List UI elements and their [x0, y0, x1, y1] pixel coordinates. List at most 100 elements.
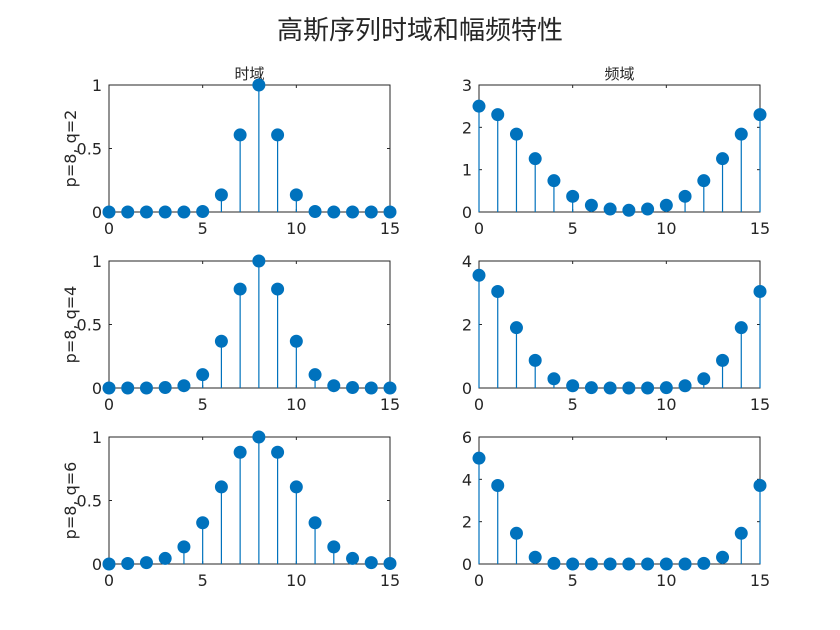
stem-marker: [102, 205, 116, 219]
stem-marker: [196, 368, 210, 382]
stem-marker: [327, 379, 341, 393]
stem-marker: [233, 128, 247, 142]
stem-marker: [139, 556, 153, 570]
stem-marker: [491, 108, 505, 122]
figure-title: 高斯序列时域和幅频特性: [276, 16, 563, 46]
stem-marker: [289, 480, 303, 494]
stem-marker: [289, 334, 303, 348]
stem-marker: [214, 480, 228, 494]
stem-marker: [622, 557, 636, 571]
x-tick-label: 10: [656, 571, 676, 590]
stem-marker: [214, 188, 228, 202]
x-tick-label: 5: [198, 571, 208, 590]
stem-marker: [252, 254, 266, 268]
x-tick-label: 10: [286, 571, 306, 590]
stem-marker: [641, 381, 655, 395]
subplot-3: 0 5 10 15 0 0.5 1 p=8, q=4: [61, 252, 400, 414]
stem-marker: [641, 557, 655, 571]
stem-marker: [177, 540, 191, 554]
x-tick-label: 5: [198, 395, 208, 414]
y-tick-label: 0: [92, 379, 102, 398]
axes-box: [108, 260, 391, 389]
y-axis-label: p=8, q=2: [61, 110, 80, 188]
stem-marker: [603, 557, 617, 571]
stem-marker: [252, 78, 266, 92]
stem-marker: [753, 284, 767, 298]
stem-marker: [383, 205, 397, 219]
stem-marker: [603, 381, 617, 395]
subplot-1: 0 5 10 15 0 0.5 1 时域 p=8, q=2: [61, 65, 400, 238]
stem-marker: [327, 540, 341, 554]
x-tick-label: 15: [380, 219, 400, 238]
subplot-6: 0 5 10 15 0 2 4 6: [462, 428, 770, 590]
stem-marker: [308, 204, 322, 218]
stem-marker: [734, 526, 748, 540]
stem-marker: [697, 372, 711, 386]
stem-marker: [753, 478, 767, 492]
x-tick-label: 10: [656, 395, 676, 414]
stem-marker: [509, 526, 523, 540]
stem-marker: [121, 556, 135, 570]
stem-marker: [716, 152, 730, 166]
stem-marker: [528, 152, 542, 166]
x-tick-label: 0: [104, 571, 114, 590]
x-tick-label: 10: [286, 395, 306, 414]
stem-marker: [547, 372, 561, 386]
x-tick-label: 0: [474, 395, 484, 414]
y-tick-label: 4: [462, 470, 472, 489]
subplot-4: 0 5 10 15 0 2 4: [462, 252, 770, 414]
y-tick-label: 1: [462, 161, 472, 180]
stem-marker: [528, 353, 542, 367]
stem-marker: [196, 516, 210, 530]
stem-marker: [346, 205, 360, 219]
y-tick-label: 0: [462, 203, 472, 222]
stem-marker: [214, 334, 228, 348]
axes-box: [108, 84, 391, 213]
stem-marker: [528, 550, 542, 564]
x-tick-label: 15: [750, 219, 770, 238]
x-tick-label: 5: [568, 571, 578, 590]
stem-marker: [158, 551, 172, 565]
stem-marker: [697, 174, 711, 188]
stem-marker: [566, 557, 580, 571]
y-tick-label: 0: [462, 379, 472, 398]
stem-marker: [547, 556, 561, 570]
stem-marker: [509, 127, 523, 141]
y-tick-label: 0: [92, 203, 102, 222]
stem-marker: [102, 381, 116, 395]
subplot-2: 0 5 10 15 0 1 2 3 频域: [462, 65, 770, 238]
axes-box: [478, 84, 761, 213]
stem-marker: [177, 379, 191, 393]
stem-marker: [491, 478, 505, 492]
x-tick-label: 5: [198, 219, 208, 238]
stem-marker: [472, 451, 486, 465]
y-tick-label: 0.5: [77, 316, 102, 335]
stem-marker: [472, 99, 486, 113]
stem-marker: [139, 205, 153, 219]
stem-marker: [678, 557, 692, 571]
stem-marker: [346, 551, 360, 565]
subplot-5: 0 5 10 15 0 0.5 1 p=8, q=6: [61, 428, 400, 590]
stem-marker: [603, 202, 617, 216]
y-tick-label: 1: [92, 76, 102, 95]
stem-marker: [364, 381, 378, 395]
stem-marker: [491, 284, 505, 298]
y-tick-label: 2: [462, 316, 472, 335]
x-tick-label: 15: [380, 571, 400, 590]
y-tick-label: 6: [462, 428, 472, 447]
x-tick-label: 15: [750, 395, 770, 414]
stem-marker: [271, 128, 285, 142]
stem-marker: [308, 516, 322, 530]
stem-marker: [547, 174, 561, 188]
y-tick-label: 2: [462, 118, 472, 137]
x-tick-label: 0: [474, 219, 484, 238]
y-tick-label: 1: [92, 252, 102, 271]
stem-marker: [641, 202, 655, 216]
stem-marker: [716, 550, 730, 564]
x-tick-label: 10: [656, 219, 676, 238]
x-tick-label: 15: [380, 395, 400, 414]
y-tick-label: 0.5: [77, 140, 102, 159]
y-axis-label: p=8, q=6: [61, 462, 80, 540]
